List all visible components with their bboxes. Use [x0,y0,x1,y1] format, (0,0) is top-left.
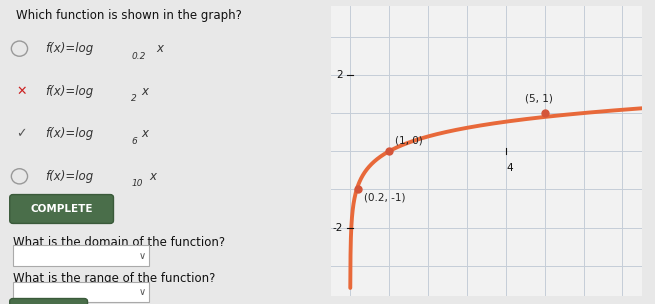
Text: What is the domain of the function?: What is the domain of the function? [13,236,225,249]
Text: x: x [141,127,149,140]
Text: 2: 2 [336,70,343,80]
Text: ∨: ∨ [139,287,146,297]
Text: f(x)=log: f(x)=log [45,85,94,98]
Text: x: x [156,42,163,55]
Text: x: x [141,85,149,98]
Text: 2: 2 [131,94,137,103]
FancyBboxPatch shape [13,282,149,302]
Text: 10: 10 [131,179,143,188]
FancyBboxPatch shape [13,245,149,266]
Text: COMPLETE: COMPLETE [30,204,93,214]
Text: Which function is shown in the graph?: Which function is shown in the graph? [16,9,242,22]
Text: ✓: ✓ [16,127,27,140]
Text: x: x [149,170,156,183]
Text: 6: 6 [131,137,137,146]
Text: f(x)=log: f(x)=log [45,127,94,140]
Text: 4: 4 [506,163,513,173]
Text: What is the range of the function?: What is the range of the function? [13,272,215,285]
FancyBboxPatch shape [10,195,113,223]
Text: f(x)=log: f(x)=log [45,42,94,55]
FancyBboxPatch shape [10,299,88,304]
Text: f(x)=log: f(x)=log [45,170,94,183]
Text: -2: -2 [332,223,343,233]
Text: (0.2, -1): (0.2, -1) [364,193,405,203]
Text: (1, 0): (1, 0) [395,136,422,146]
Text: ✕: ✕ [16,85,27,98]
Text: ∨: ∨ [139,251,146,261]
Text: 0.2: 0.2 [131,52,145,61]
Text: (5, 1): (5, 1) [525,94,553,103]
